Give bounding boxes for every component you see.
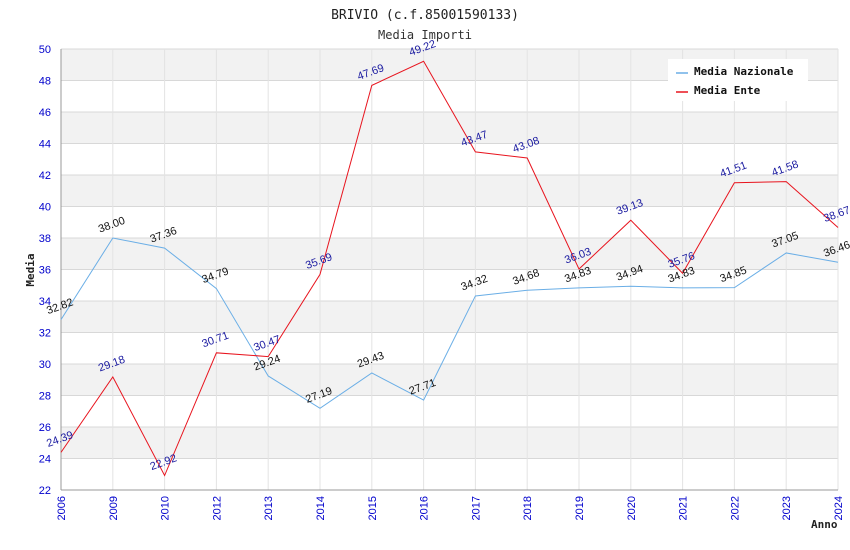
chart-subtitle: Media Importi: [378, 28, 472, 42]
grid-band: [61, 206, 838, 238]
y-tick-label: 46: [39, 107, 51, 119]
y-tick-labels: 22 24 26 28 30 32 34 36 38 40 42 44 46 48 50: [39, 44, 51, 497]
x-tick-label: 2023: [781, 496, 793, 520]
grid-band: [61, 395, 838, 427]
legend-label-ente: Media Ente: [694, 84, 761, 97]
x-tick-label: 2021: [678, 496, 690, 520]
grid-band: [61, 269, 838, 301]
x-tick-label: 2019: [574, 496, 586, 520]
y-tick-label: 24: [39, 454, 51, 466]
x-tick-label: 2015: [367, 496, 379, 520]
y-tick-label: 34: [39, 296, 51, 308]
y-tick-label: 42: [39, 170, 51, 182]
grid-band: [61, 175, 838, 207]
y-tick-label: 48: [39, 76, 51, 88]
y-tick-label: 38: [39, 233, 51, 245]
y-tick-label: 36: [39, 265, 51, 277]
x-tick-label: 2022: [729, 496, 741, 520]
grid-band: [61, 364, 838, 396]
grid-band: [61, 458, 838, 490]
grid-band: [61, 301, 838, 333]
x-tick-label: 2018: [522, 496, 534, 520]
y-tick-label: 26: [39, 422, 51, 434]
y-tick-label: 44: [39, 139, 51, 151]
chart-title: BRIVIO (c.f.85001590133): [331, 8, 519, 23]
y-tick-label: 22: [39, 485, 51, 497]
y-tick-label: 40: [39, 202, 51, 214]
y-tick-label: 50: [39, 44, 51, 56]
grid-lines: [60, 48, 839, 491]
y-tick-label: 30: [39, 359, 51, 371]
series-line-ente: [60, 60, 839, 477]
axes: [60, 49, 838, 491]
series-line-nazionale: [60, 237, 839, 409]
x-tick-label: 2012: [211, 496, 223, 520]
x-tick-label: 2024: [833, 496, 845, 520]
legend-label-nazionale: Media Nazionale: [694, 65, 794, 78]
y-tick-label: 32: [39, 328, 51, 340]
series-lines: [60, 60, 839, 477]
y-tick-label: 28: [39, 391, 51, 403]
legend-box: [668, 59, 808, 101]
x-tick-label: 2010: [160, 496, 172, 520]
x-tick-label: 2014: [315, 496, 327, 520]
grid-band: [61, 112, 838, 144]
grid-band: [61, 143, 838, 175]
x-axis-label: Anno: [811, 518, 838, 531]
x-tick-label: 2006: [56, 496, 68, 520]
x-tick-label: 2016: [419, 496, 431, 520]
grid-band: [61, 427, 838, 459]
x-tick-label: 2020: [626, 496, 638, 520]
x-tick-label: 2013: [263, 496, 275, 520]
x-tick-label: 2009: [108, 496, 120, 520]
legend: Media Nazionale Media Ente: [668, 59, 808, 101]
y-axis-label: Media: [24, 253, 37, 286]
x-tick-labels: 2006 2009 2010 2012 2013 2014 2015 2016 2017 2018…: [56, 496, 845, 520]
x-tick-label: 2017: [470, 496, 482, 520]
grid-band: [61, 238, 838, 270]
